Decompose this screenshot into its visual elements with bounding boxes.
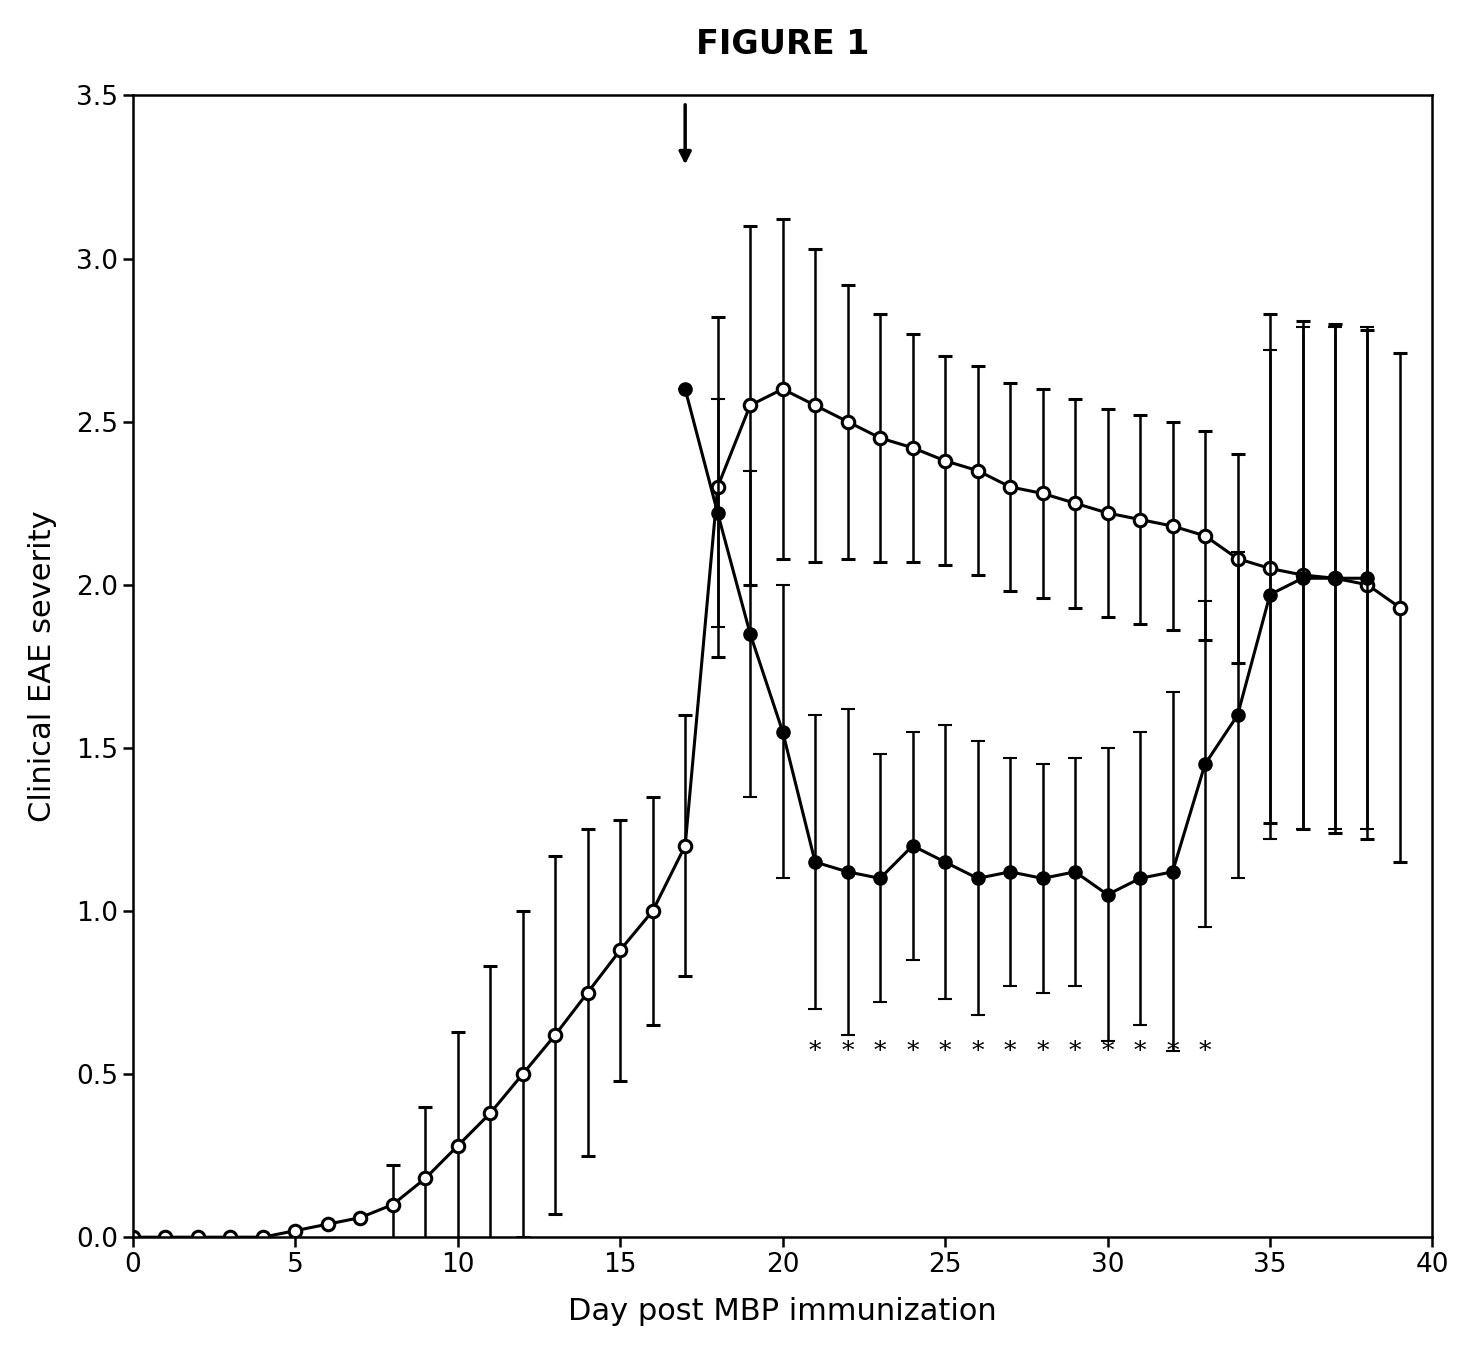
Text: *: * [809, 1040, 821, 1063]
X-axis label: Day post MBP immunization: Day post MBP immunization [569, 1297, 997, 1326]
Title: FIGURE 1: FIGURE 1 [696, 28, 870, 61]
Text: *: * [907, 1040, 919, 1063]
Text: *: * [1004, 1040, 1016, 1063]
Text: *: * [874, 1040, 886, 1063]
Text: *: * [1037, 1040, 1049, 1063]
Text: *: * [1069, 1040, 1081, 1063]
Text: *: * [972, 1040, 984, 1063]
Text: *: * [939, 1040, 951, 1063]
Text: *: * [1167, 1040, 1179, 1063]
Text: *: * [842, 1040, 854, 1063]
Text: *: * [1102, 1040, 1114, 1063]
Text: *: * [1199, 1040, 1211, 1063]
Y-axis label: Clinical EAE severity: Clinical EAE severity [28, 510, 56, 822]
Text: *: * [1134, 1040, 1146, 1063]
